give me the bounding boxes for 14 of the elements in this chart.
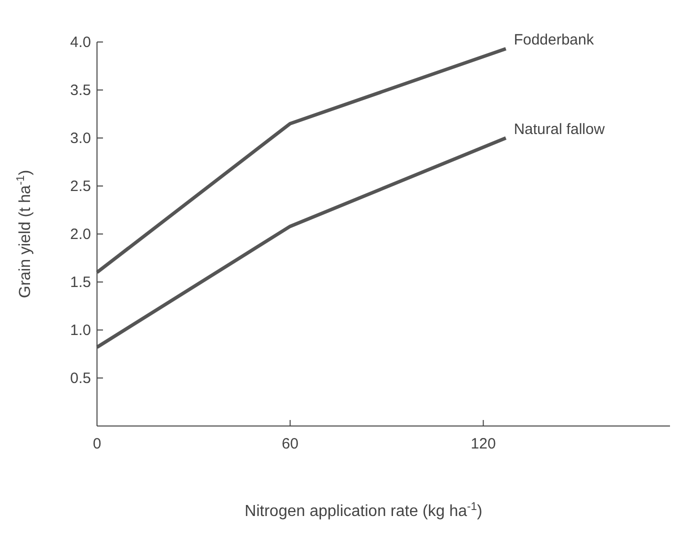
x-tick-label: 120 [470, 436, 496, 453]
y-tick-label: 3.0 [70, 130, 91, 147]
x-tick-label: 0 [92, 436, 102, 453]
y-tick-label: 1.0 [70, 322, 91, 339]
series-label: Fodderbank [514, 32, 594, 49]
x-axis-title: Nitrogen application rate (kg ha$^{-1}$) [244, 501, 482, 520]
series-label: Natural fallow [514, 121, 605, 138]
y-tick-label: 2.0 [70, 226, 91, 243]
y-tick-label: 1.5 [70, 274, 91, 291]
x-tick-label: 60 [282, 436, 298, 453]
y-tick-label: 0.5 [70, 370, 91, 387]
y-tick-label: 2.5 [70, 178, 91, 195]
y-tick-label: 4.0 [70, 34, 91, 51]
y-tick-label: 3.5 [70, 82, 91, 99]
